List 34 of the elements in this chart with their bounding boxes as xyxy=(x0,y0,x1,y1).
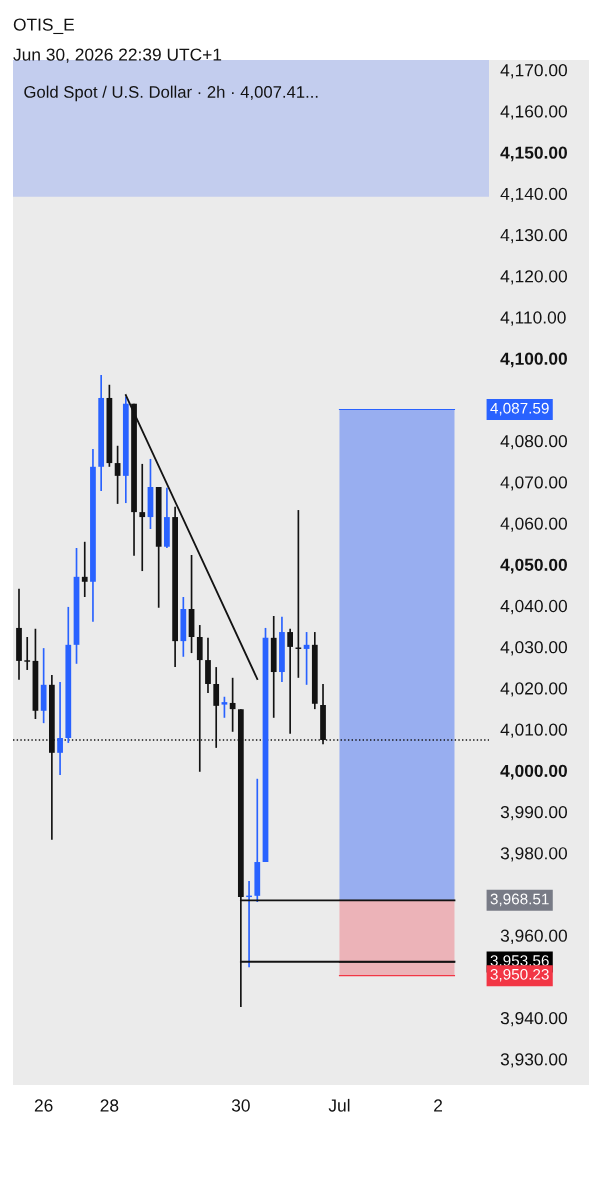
y-tick-label: 3,940.00 xyxy=(500,1011,568,1027)
y-tick-label: 4,160.00 xyxy=(500,105,568,120)
y-tick-label: 3,930.00 xyxy=(500,1053,568,1068)
x-tick-label: 30 xyxy=(231,1099,250,1112)
y-tick-label: 4,050.00 xyxy=(500,558,567,574)
y-tick-label: 4,020.00 xyxy=(500,682,568,697)
y-tick-label: 4,170.00 xyxy=(500,64,568,79)
y-tick-label: 3,960.00 xyxy=(500,929,568,944)
x-tick-label: Jul xyxy=(328,1098,350,1112)
y-tick-label: 3,980.00 xyxy=(500,847,568,862)
ref-line-label: 3,950.23 xyxy=(490,968,549,982)
y-tick-label: 4,140.00 xyxy=(500,187,568,203)
text: OTIS_E xyxy=(13,18,74,35)
y-tick-label: 3,990.00 xyxy=(500,805,568,821)
y-tick-label: 4,150.00 xyxy=(500,146,567,162)
ref-line-label: 3,968.51 xyxy=(490,893,549,907)
y-tick-label: 4,110.00 xyxy=(500,311,566,326)
x-tick-label: 28 xyxy=(100,1099,119,1112)
y-tick-label: 4,030.00 xyxy=(500,641,568,656)
annotation: Jun 30, 2026 22:39 UTC+1 xyxy=(13,48,222,63)
y-tick-label: 4,040.00 xyxy=(500,599,568,615)
x-tick-label: 26 xyxy=(34,1099,53,1112)
y-tick-label: 4,070.00 xyxy=(500,476,568,491)
x-tick-label: 2 xyxy=(434,1099,443,1112)
text: Gold Spot / U.S. Dollar · 2h · 4,007.41... xyxy=(24,85,318,102)
y-tick-label: 4,060.00 xyxy=(500,517,568,532)
y-tick-label: 4,010.00 xyxy=(500,723,568,738)
y-tick-label: 4,120.00 xyxy=(500,270,568,285)
ref-line-label: 4,087.59 xyxy=(490,402,549,416)
y-tick-label: 4,080.00 xyxy=(500,434,568,450)
y-tick-label: 4,000.00 xyxy=(500,764,567,780)
y-tick-label: 4,100.00 xyxy=(500,352,567,368)
y-tick-label: 4,130.00 xyxy=(500,228,568,244)
ref-line-label: 3,953.56 xyxy=(490,955,549,968)
